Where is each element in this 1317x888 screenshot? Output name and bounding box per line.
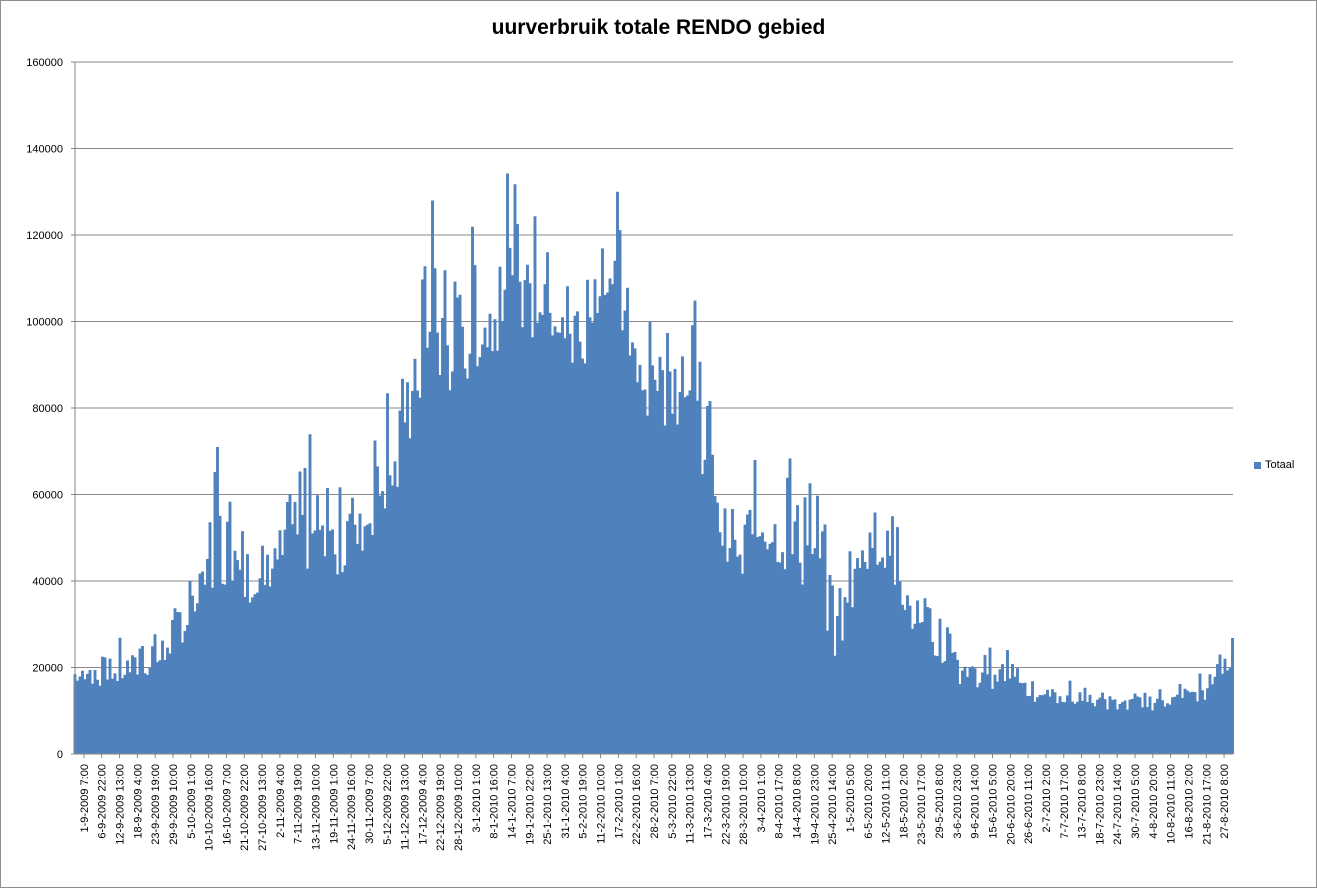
- x-tick-label: 30-11-2009 7:00: [364, 764, 376, 844]
- x-tick-label: 27-10-2009 13:00: [257, 764, 269, 851]
- x-tick-label: 18-5-2010 2:00: [898, 764, 910, 839]
- x-tick-label: 21-10-2009 22:00: [239, 764, 251, 851]
- x-tick-label: 18-7-2010 23:00: [1094, 764, 1106, 845]
- y-tick-label: 40000: [32, 576, 63, 588]
- x-tick-label: 29-9-2009 10:00: [168, 764, 180, 845]
- x-tick-label: 17-12-2009 4:00: [417, 764, 429, 845]
- x-tick-label: 5-10-2009 1:00: [186, 764, 198, 839]
- x-tick-label: 6-5-2010 20:00: [863, 764, 875, 839]
- y-tick-label: 160000: [26, 57, 63, 69]
- x-tick-label: 20-6-2010 20:00: [1005, 764, 1017, 845]
- x-tick-label: 24-7-2010 14:00: [1112, 764, 1124, 845]
- x-tick-label: 6-9-2009 22:00: [97, 764, 109, 839]
- x-tick-label: 13-11-2009 10:00: [311, 764, 323, 850]
- data-area: [73, 173, 1234, 754]
- y-tick-labels: 0 20000 40000 60000 80000 100000 120000 140000 1…: [26, 57, 63, 761]
- legend: Totaal: [1254, 459, 1294, 471]
- x-tick-label: 23-9-2009 19:00: [150, 764, 162, 845]
- x-tick-label: 18-9-2009 4:00: [132, 764, 144, 839]
- x-tick-label: 11-2-2010 10:00: [596, 764, 608, 844]
- x-tick-label: 30-7-2010 5:00: [1130, 764, 1142, 839]
- x-tick-label: 19-1-2010 22:00: [524, 764, 536, 845]
- x-tick-label: 3-6-2010 23:00: [952, 764, 964, 839]
- x-tick-label: 7-7-2010 17:00: [1059, 764, 1071, 839]
- x-tick-label: 5-3-2010 22:00: [667, 764, 679, 839]
- x-tick-label: 2-7-2010 2:00: [1041, 764, 1053, 833]
- x-tick-label: 16-10-2009 7:00: [221, 764, 233, 845]
- x-tick-label: 22-3-2010 19:00: [720, 764, 732, 845]
- x-tick-label: 29-5-2010 8:00: [934, 764, 946, 839]
- legend-swatch: [1254, 461, 1261, 469]
- x-tick-label: 22-12-2009 19:00: [435, 764, 447, 851]
- series-totaal-area: [73, 173, 1234, 754]
- x-tick-label: 3-4-2010 1:00: [756, 764, 768, 833]
- x-tick-label: 16-8-2010 2:00: [1183, 764, 1195, 839]
- y-tick-label: 0: [57, 749, 63, 761]
- x-tick-label: 28-2-2010 7:00: [649, 764, 661, 839]
- x-tick-label: 14-1-2010 7:00: [506, 764, 518, 839]
- x-tick-label: 25-4-2010 14:00: [827, 764, 839, 845]
- x-tick-label: 8-4-2010 17:00: [774, 764, 786, 839]
- x-tick-label: 19-11-2009 1:00: [328, 764, 340, 844]
- y-tick-label: 100000: [26, 317, 63, 329]
- x-tick-label: 21-8-2010 17:00: [1201, 764, 1213, 845]
- x-tick-label: 11-3-2010 13:00: [685, 764, 697, 844]
- x-tick-label: 23-5-2010 17:00: [916, 764, 928, 845]
- y-tick-label: 60000: [32, 490, 63, 502]
- x-tick-label: 3-1-2010 1:00: [471, 764, 483, 833]
- x-tick-label: 5-2-2010 19:00: [578, 764, 590, 839]
- x-tick-label: 17-3-2010 4:00: [702, 764, 714, 839]
- x-tick-label: 5-12-2009 22:00: [382, 764, 394, 845]
- x-tick-label: 2-11-2009 4:00: [275, 764, 287, 838]
- x-tick-label: 1-5-2010 5:00: [845, 764, 857, 833]
- axes: [71, 61, 1233, 758]
- x-tick-label: 24-11-2009 16:00: [346, 764, 358, 850]
- x-tick-label: 28-12-2009 10:00: [453, 764, 465, 851]
- x-tick-label: 12-5-2010 11:00: [881, 764, 893, 844]
- x-tick-label: 27-8-2010 8:00: [1219, 764, 1231, 839]
- x-tick-label: 7-11-2009 19:00: [293, 764, 305, 844]
- x-tick-label: 14-4-2010 8:00: [792, 764, 804, 839]
- x-tick-label: 25-1-2010 13:00: [542, 764, 554, 845]
- x-tick-label: 10-10-2009 16:00: [204, 764, 216, 851]
- chart-title: uurverbruik totale RENDO gebied: [491, 16, 826, 39]
- x-tick-label: 31-1-2010 4:00: [560, 764, 572, 839]
- x-tick-label: 26-6-2010 11:00: [1023, 764, 1035, 844]
- x-tick-label: 11-12-2009 13:00: [400, 764, 412, 850]
- x-tick-label: 17-2-2010 1:00: [613, 764, 625, 839]
- x-tick-label: 4-8-2010 20:00: [1148, 764, 1160, 839]
- legend-label: Totaal: [1265, 459, 1295, 471]
- x-tick-labels: 1-9-2009 7:00 6-9-2009 22:00 12-9-2009 13:…: [79, 764, 1231, 851]
- x-tick-label: 10-8-2010 11:00: [1166, 764, 1178, 844]
- x-tick-label: 9-6-2010 14:00: [970, 764, 982, 839]
- x-tick-label: 22-2-2010 16:00: [631, 764, 643, 845]
- y-tick-label: 120000: [26, 230, 63, 242]
- y-tick-label: 20000: [32, 663, 63, 675]
- x-tick-label: 12-9-2009 13:00: [115, 764, 127, 845]
- x-tick-label: 8-1-2010 16:00: [489, 764, 501, 839]
- x-tick-label: 15-6-2010 5:00: [987, 764, 999, 839]
- x-tick-label: 28-3-2010 10:00: [738, 764, 750, 845]
- y-tick-label: 80000: [32, 403, 63, 415]
- y-tick-label: 140000: [26, 144, 63, 156]
- x-tick-label: 1-9-2009 7:00: [79, 764, 91, 833]
- x-tick-label: 13-7-2010 8:00: [1077, 764, 1089, 839]
- x-tick-label: 19-4-2010 23:00: [809, 764, 821, 845]
